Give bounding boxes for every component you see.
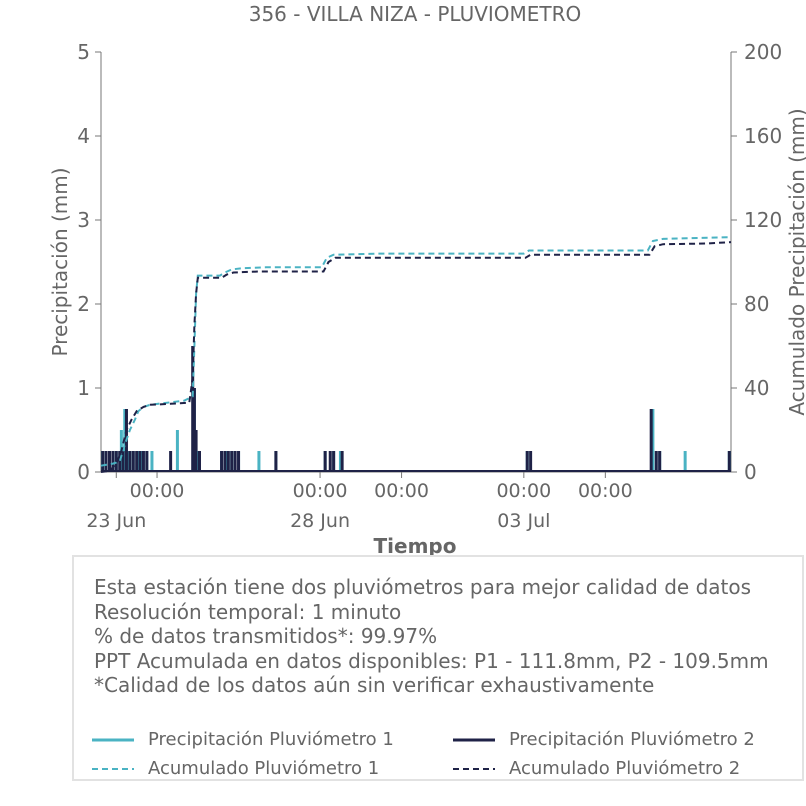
legend-item[interactable]: Precipitación Pluviómetro 1 (92, 729, 394, 750)
y2-axis-label: Acumulado Precipitación (mm) (785, 108, 806, 415)
x-tick-label: 00:00 (374, 480, 429, 502)
x-tick-date-label: 03 Jul (497, 510, 550, 532)
x-axis-label: Tiempo (374, 534, 457, 558)
legend-label: Acumulado Pluviómetro 1 (148, 758, 380, 779)
info-lines: Esta estación tiene dos pluviómetros par… (94, 575, 769, 698)
accumulated-line (100, 241, 732, 473)
y2-tick-label: 120 (744, 208, 782, 232)
info-line: PPT Acumulada en datos disponibles: P1 -… (94, 648, 769, 673)
y-tick-label: 4 (77, 124, 90, 148)
y2-tick-label: 40 (744, 376, 769, 400)
chart-axes: 0 1 2 3 4 5 0 40 80 120 160 200 23 Jun 00:00 00:00 28 J… (77, 40, 782, 532)
legend-item[interactable]: Acumulado Pluviómetro 1 (92, 758, 379, 779)
y2-tick-label: 200 (744, 40, 782, 64)
y2-tick-label: 160 (744, 124, 782, 148)
accumulated-line (100, 236, 732, 467)
y-tick-label: 5 (77, 40, 90, 64)
legend-swatch-acum2 (453, 767, 495, 770)
info-line: % de datos transmitidos*: 99.97% (94, 624, 438, 648)
legend-label: Precipitación Pluviómetro 2 (509, 729, 755, 750)
legend-label: Precipitación Pluviómetro 1 (148, 729, 394, 750)
legend-swatch-acum1 (92, 767, 134, 770)
legend-label: Acumulado Pluviómetro 2 (509, 758, 741, 779)
info-box: Esta estación tiene dos pluviómetros par… (72, 555, 804, 781)
info-line: Resolución temporal: 1 minuto (94, 599, 402, 624)
y-tick-label: 2 (77, 292, 90, 316)
x-tick-label: 00:00 (293, 480, 348, 502)
precipitation-chart: 356 - VILLA NIZA - PLUVIOMETRO 0 1 2 3 4 5 0 40… (48, 2, 806, 558)
legend-swatch-p2 (453, 738, 495, 741)
legend-item[interactable]: Precipitación Pluviómetro 2 (453, 729, 755, 750)
x-tick-label: 00:00 (496, 480, 551, 502)
info-line: *Calidad de los datos aún sin verificar … (94, 673, 655, 697)
x-tick-date-label: 28 Jun (290, 510, 350, 532)
y2-tick-label: 0 (744, 460, 757, 484)
legend-swatch-p1 (92, 738, 134, 741)
y-tick-label: 3 (77, 208, 90, 232)
y-axis-label: Precipitación (mm) (48, 167, 72, 356)
x-tick-label: 00:00 (130, 480, 185, 502)
y-tick-label: 1 (77, 376, 90, 400)
legend-item[interactable]: Acumulado Pluviómetro 2 (453, 758, 740, 779)
info-line: Esta estación tiene dos pluviómetros par… (94, 575, 752, 599)
x-tick-date-label: 23 Jun (86, 510, 146, 532)
x-tick-label: 00:00 (578, 480, 633, 502)
y-tick-label: 0 (77, 460, 90, 484)
chart-title: 356 - VILLA NIZA - PLUVIOMETRO (249, 2, 582, 26)
accumulated-lines (100, 236, 732, 473)
precipitation-bars (101, 346, 731, 472)
y2-tick-label: 80 (744, 292, 769, 316)
